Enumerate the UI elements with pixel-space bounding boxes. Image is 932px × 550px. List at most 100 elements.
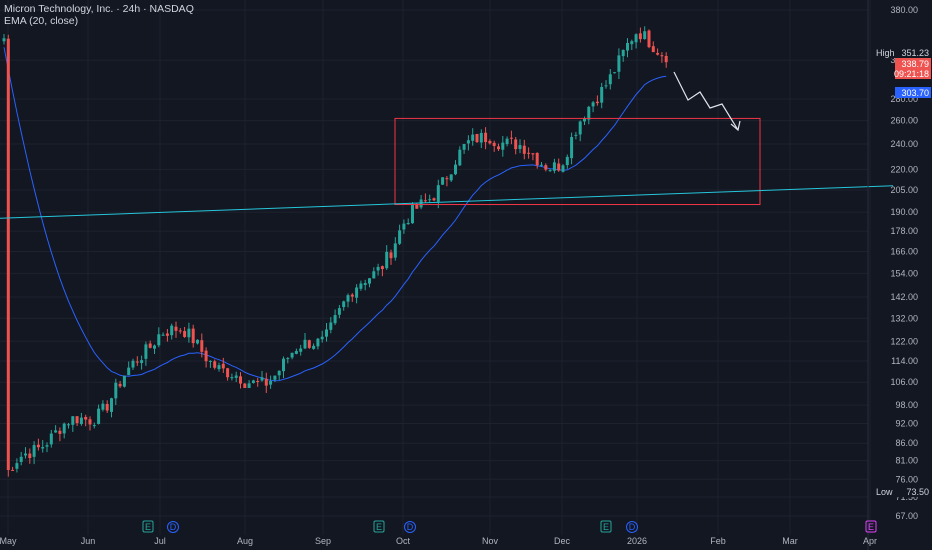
candle-body (436, 185, 440, 202)
candle-body (479, 132, 483, 143)
resistance-box[interactable] (394, 117, 761, 206)
candle-body (251, 380, 255, 384)
candle-body (79, 417, 83, 425)
candle-body (501, 142, 505, 150)
candle-body (161, 334, 165, 336)
marker-letter: D (629, 522, 636, 532)
price-tick-label: 122.00 (890, 336, 918, 346)
tag-label: Low (876, 487, 893, 497)
candle-body (303, 339, 307, 349)
candle-body (535, 153, 539, 166)
price-tick-label: 98.00 (895, 400, 918, 410)
price-tick-label: 106.00 (890, 377, 918, 387)
time-axis[interactable]: May Jun Jul Aug Sep Oct Nov Dec 2026 Feb Mar Apr (0, 536, 877, 546)
candle-body (273, 375, 277, 380)
candle-body (583, 118, 586, 122)
candle-body (294, 351, 298, 354)
candle-body (54, 430, 58, 433)
price-tick-label: 205.00 (890, 185, 918, 195)
time-tick-label: Aug (237, 536, 253, 546)
earnings-marker[interactable]: E (865, 520, 877, 533)
projection-arrowhead[interactable] (730, 120, 741, 132)
candle-body (200, 340, 204, 352)
price-tick-label: 76.00 (895, 474, 918, 484)
price-tick-label: 71.50 (895, 492, 918, 502)
marker-frame (865, 520, 877, 533)
candle-body (574, 134, 578, 136)
dividend-marker[interactable]: D (167, 521, 179, 533)
tag-bg (895, 486, 931, 497)
candle-body (105, 403, 109, 411)
tag-label-bg (873, 47, 895, 58)
price-tick-label: 190.00 (890, 207, 918, 217)
tag-label-bg (873, 486, 895, 497)
candle-body (544, 165, 548, 170)
candle-body (385, 251, 389, 269)
candle-body (49, 433, 53, 445)
candle-body (221, 363, 225, 369)
price-tick-label: 132.00 (890, 313, 918, 323)
tag-value: 73.50 (906, 487, 929, 497)
candle-body (260, 377, 264, 381)
indicator-title[interactable]: EMA (20, close) (4, 15, 79, 27)
tag-value: 338.79 (901, 59, 929, 69)
candle-body (484, 132, 488, 143)
candle-body (187, 328, 191, 338)
candle-body (398, 230, 402, 244)
candlestick-series (2, 26, 668, 477)
time-tick-label: Feb (710, 536, 726, 546)
candle-body (183, 331, 187, 337)
candle-body (561, 165, 565, 172)
candle-body (97, 408, 101, 424)
symbol-title[interactable]: Micron Technology, Inc. · 24h · NASDAQ (4, 3, 194, 15)
candle-body (282, 358, 285, 372)
candle-body (32, 445, 36, 457)
candle-body (475, 133, 479, 143)
candle-body (101, 403, 105, 410)
candle-body (122, 375, 126, 387)
candle-body (2, 38, 6, 42)
chart-grid (0, 0, 871, 535)
dividend-marker[interactable]: D (626, 521, 638, 533)
candle-body (492, 142, 496, 146)
time-tick-label: Jun (81, 536, 96, 546)
candle-body (196, 339, 199, 344)
dividend-marker[interactable]: D (404, 521, 416, 533)
candle-body (402, 223, 406, 230)
marker-frame (600, 520, 612, 533)
candle-body (540, 164, 543, 166)
price-tick-label: 240.00 (890, 139, 918, 149)
candle-body (643, 31, 647, 40)
candle-body (518, 145, 522, 149)
marker-letter: E (603, 522, 609, 532)
candle-body (118, 383, 122, 387)
candle-body (389, 252, 393, 259)
candle-body (19, 456, 23, 462)
price-tick-label: 220.00 (890, 164, 918, 174)
candle-body (307, 340, 311, 348)
candle-body (552, 162, 556, 171)
candle-body (153, 345, 156, 349)
tag-value: 303.70 (901, 88, 929, 98)
earnings-marker[interactable]: E (142, 520, 154, 533)
price-axis[interactable]: 420.00380.00320.00280.00260.00240.00220.… (867, 0, 918, 550)
projection-arrow[interactable] (673, 71, 739, 131)
candle-body (135, 361, 139, 363)
candle-body (600, 87, 604, 103)
earnings-marker[interactable]: E (600, 520, 612, 533)
drawing-annotations[interactable] (0, 71, 894, 219)
last-price-tag: 338.79 (895, 58, 931, 69)
marker-frame (626, 521, 638, 533)
candle-body (157, 334, 161, 346)
trendline[interactable] (0, 185, 894, 219)
earnings-marker[interactable]: E (373, 520, 385, 533)
candle-body (514, 139, 518, 150)
candle-body (325, 329, 328, 337)
candle-body (441, 177, 445, 185)
candle-body (527, 152, 531, 154)
time-tick-label: Mar (782, 536, 798, 546)
marker-letter: D (170, 522, 177, 532)
tag-bg (895, 47, 931, 58)
